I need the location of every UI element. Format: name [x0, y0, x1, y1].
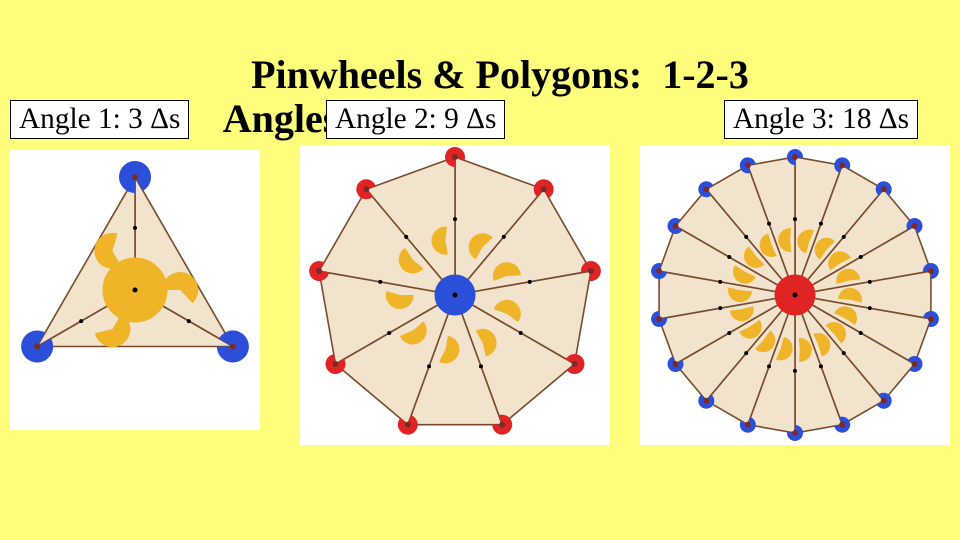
angle-label-2: Angle 2: 9 Δs	[326, 100, 505, 139]
pinwheel-panel-2	[300, 145, 610, 445]
pinwheel-svg-2	[300, 145, 610, 445]
title-line2: Angles	[223, 96, 339, 141]
angle-label-1: Angle 1: 3 Δs	[10, 100, 189, 139]
pinwheel-svg-1	[10, 150, 260, 430]
pinwheel-panel-1	[10, 150, 260, 430]
pinwheel-svg-3	[640, 145, 950, 445]
pinwheel-panel-3	[640, 145, 950, 445]
angle-label-3: Angle 3: 18 Δs	[724, 100, 918, 139]
slide: Pinwheels & Polygons: 1-2-3 Angles Angle…	[0, 0, 960, 540]
